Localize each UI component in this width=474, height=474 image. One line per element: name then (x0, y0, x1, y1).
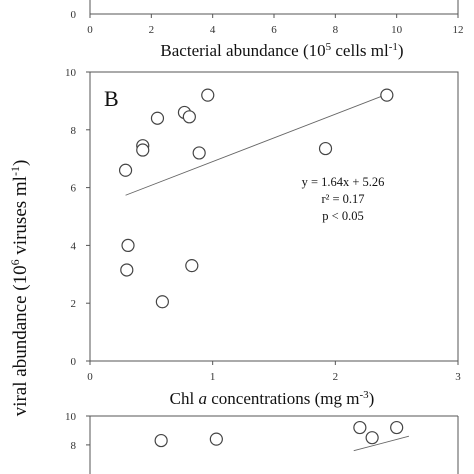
data-point (182, 110, 196, 124)
top-x-tick-label: 4 (210, 24, 216, 36)
b-y-tick-label: 4 (71, 240, 77, 252)
panel-b-x-axis-label: Chl a concentrations (mg m-3) (170, 389, 375, 408)
top-panel-x-ticks: 0 2 4 6 8 10 12 (87, 14, 464, 36)
data-point (209, 432, 223, 446)
top-x-tick-label: 0 (87, 24, 93, 36)
bottom-panel-regression-line (353, 435, 410, 452)
bottom-panel-y-ticks: 10 8 (65, 411, 90, 452)
top-x-tick-label: 10 (391, 24, 403, 36)
panel-b-y-ticks: 0 2 4 6 8 10 (65, 67, 90, 368)
panel-b-equation: y = 1.64x + 5.26 (302, 175, 385, 189)
data-point (390, 420, 404, 435)
panel-b-p-value: p < 0.05 (322, 209, 363, 223)
panel-b-regression-line (125, 93, 388, 196)
top-y-tick-label: 0 (71, 9, 77, 21)
top-x-tick-label: 8 (333, 24, 339, 36)
bottom-panel-points (154, 420, 404, 448)
b-y-tick-label: 6 (71, 183, 77, 195)
c-y-tick-label: 10 (65, 411, 77, 423)
data-point (121, 238, 135, 252)
b-x-tick-label: 0 (87, 371, 93, 383)
panel-b-frame (89, 71, 459, 362)
b-x-tick-label: 1 (210, 371, 216, 383)
data-point (120, 263, 134, 277)
data-point (380, 88, 394, 102)
data-point (353, 420, 367, 435)
top-panel: 0 2 4 6 8 10 12 0 Bacterial abundance (105 cel… (71, 0, 464, 60)
data-point (365, 431, 379, 445)
data-point (201, 88, 215, 102)
panel-b-points (118, 88, 394, 309)
data-point (150, 111, 165, 125)
top-x-tick-label: 12 (453, 24, 464, 36)
data-point (185, 259, 199, 273)
bottom-panel: 10 8 (65, 411, 459, 474)
data-point (318, 141, 333, 156)
y-axis-label: viral abundance (106 viruses ml-1) (8, 160, 31, 417)
b-y-tick-label: 0 (71, 356, 77, 368)
b-x-tick-label: 2 (333, 371, 339, 383)
top-x-tick-label: 2 (149, 24, 155, 36)
data-point (154, 433, 168, 448)
top-panel-x-axis-label: Bacterial abundance (105 cells ml-1) (160, 41, 403, 60)
b-y-tick-label: 2 (71, 298, 77, 310)
data-point (136, 143, 150, 157)
panel-b: B 0 1 2 3 0 2 4 6 8 10 y = 1.64x + 5.26 r² = 0.1… (65, 67, 461, 408)
top-panel-y-ticks: 0 (71, 9, 77, 21)
b-y-tick-label: 8 (71, 125, 77, 137)
b-x-tick-label: 3 (455, 371, 461, 383)
data-point (155, 295, 169, 309)
panel-b-x-ticks: 0 1 2 3 (87, 361, 461, 383)
data-point (118, 163, 133, 177)
top-x-tick-label: 6 (271, 24, 277, 36)
panel-b-r-squared: r² = 0.17 (321, 192, 364, 206)
panel-b-letter: B (104, 86, 119, 111)
b-y-tick-label: 10 (65, 67, 77, 79)
data-point (192, 146, 206, 160)
c-y-tick-label: 8 (71, 440, 77, 452)
